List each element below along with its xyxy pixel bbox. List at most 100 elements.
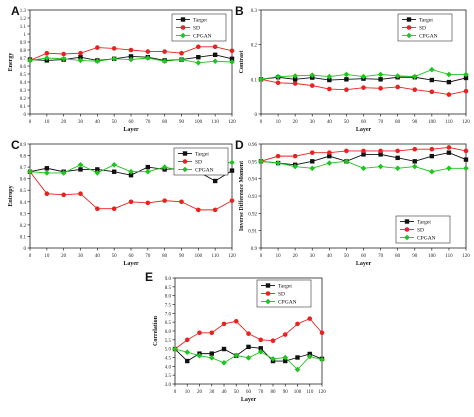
- y-tick-label: 0.4: [20, 201, 27, 206]
- x-tick-label: 110: [212, 120, 220, 125]
- data-point-sd: [229, 198, 235, 203]
- data-point-sd: [395, 148, 400, 154]
- legend-label: SD: [193, 26, 200, 32]
- data-point-sd: [196, 44, 201, 50]
- data-point-cpgan: [77, 57, 84, 64]
- data-point-cpgan: [161, 58, 168, 64]
- data-point-sd: [61, 51, 66, 57]
- x-tick-label: 120: [318, 390, 326, 395]
- data-point-cpgan: [360, 165, 367, 172]
- data-point-cpgan: [429, 66, 435, 73]
- data-point-sd: [412, 87, 418, 93]
- data-point-sd: [145, 200, 151, 206]
- y-tick-label: 0.4: [20, 81, 27, 86]
- legend-label: Target: [195, 152, 209, 158]
- data-point-target: [429, 77, 435, 83]
- data-point-sd: [221, 321, 227, 327]
- data-point-target: [327, 153, 332, 159]
- data-point-sd: [378, 148, 383, 154]
- data-point-sd: [292, 81, 298, 86]
- legend-marker: [406, 17, 412, 22]
- x-tick-label: 20: [293, 254, 299, 259]
- x-tick-label: 70: [378, 254, 384, 259]
- y-tick-label: 6.0: [165, 330, 172, 335]
- x-tick-label: 0: [29, 254, 32, 259]
- y-tick-label: 4.5: [165, 357, 172, 362]
- x-tick-label: 70: [258, 390, 264, 395]
- data-point-sd: [44, 191, 50, 196]
- x-tick-label: 90: [179, 254, 185, 259]
- data-point-sd: [179, 50, 184, 56]
- y-tick-label: 0.7: [20, 166, 27, 171]
- x-tick-label: 90: [283, 390, 289, 395]
- panel-label-b: B: [235, 4, 244, 18]
- y-tick-label: 0.93: [248, 195, 257, 200]
- x-tick-label: 10: [276, 254, 282, 259]
- y-tick-label: 0.92: [248, 212, 257, 217]
- data-point-sd: [275, 153, 281, 159]
- legend-marker: [182, 166, 188, 173]
- data-point-target: [111, 169, 117, 174]
- legend-marker: [180, 32, 186, 39]
- data-point-target: [212, 52, 218, 57]
- data-point-sd: [44, 50, 50, 56]
- legend-marker: [180, 25, 186, 30]
- y-tick-label: 3.5: [165, 374, 172, 379]
- y-tick-label: 1.3: [20, 9, 27, 14]
- data-point-target: [344, 77, 349, 82]
- data-point-sd: [463, 88, 469, 94]
- x-tick-label: 120: [228, 120, 236, 125]
- x-axis-label: Layer: [123, 127, 139, 133]
- x-tick-label: 40: [327, 120, 333, 125]
- data-point-cpgan: [145, 168, 151, 175]
- data-point-sd: [233, 318, 239, 324]
- y-tick-label: 0.8: [20, 155, 27, 160]
- chart-a: 0 0.1 0.2 0.3 0.4 0.5 0.6 0.7 0.8 0.9 1 1.1 1.2 1.3 0 1…: [8, 9, 236, 133]
- x-tick-label: 50: [112, 254, 118, 259]
- data-point-target: [246, 344, 251, 350]
- data-point-sd: [196, 207, 201, 213]
- data-point-cpgan: [111, 56, 117, 62]
- data-point-target: [212, 178, 218, 184]
- data-point-target: [283, 358, 288, 364]
- x-tick-label: 100: [428, 120, 436, 125]
- data-point-target: [258, 346, 263, 351]
- x-tick-label: 30: [78, 254, 84, 259]
- data-point-cpgan: [233, 352, 240, 359]
- y-axis-label: Inverse Difference Moment: [239, 161, 245, 231]
- y-tick-label: 3.0: [165, 383, 172, 388]
- y-tick-label: 0.7: [20, 57, 27, 62]
- legend-marker: [406, 32, 412, 39]
- legend-label: SD: [417, 228, 424, 234]
- x-tick-label: 20: [61, 254, 67, 259]
- y-tick-label: 0.91: [248, 230, 257, 235]
- x-tick-label: 120: [462, 120, 470, 125]
- data-point-sd: [446, 145, 452, 150]
- data-point-sd: [209, 330, 215, 336]
- data-point-cpgan: [446, 71, 452, 78]
- data-point-target: [295, 355, 300, 360]
- data-point-cpgan: [463, 71, 469, 78]
- x-tick-label: 0: [260, 254, 263, 259]
- x-tick-label: 10: [276, 120, 282, 125]
- data-point-cpgan: [27, 168, 33, 175]
- y-tick-label: 0.3: [20, 212, 27, 217]
- x-tick-label: 10: [44, 254, 50, 259]
- data-point-cpgan: [128, 168, 134, 175]
- y-tick-label: 0.5: [20, 189, 27, 194]
- y-tick-label: 8.0: [165, 295, 172, 300]
- data-point-sd: [307, 316, 313, 321]
- data-point-cpgan: [229, 159, 235, 166]
- x-tick-label: 60: [361, 254, 367, 259]
- x-tick-label: 50: [234, 390, 240, 395]
- data-point-sd: [95, 206, 100, 212]
- y-axis-label: Contrast: [239, 51, 245, 74]
- panel-b: B 0 0.1 0.2 0.3 0 10 20 30 40 50 60 70 80 90 100 110 120…: [233, 0, 474, 140]
- x-tick-label: 80: [162, 120, 168, 125]
- data-point-target: [310, 159, 315, 164]
- y-tick-label: 7.0: [165, 312, 172, 317]
- x-tick-label: 10: [185, 390, 191, 395]
- y-tick-label: 0.6: [20, 65, 27, 70]
- data-point-cpgan: [306, 353, 313, 360]
- x-tick-label: 60: [361, 120, 367, 125]
